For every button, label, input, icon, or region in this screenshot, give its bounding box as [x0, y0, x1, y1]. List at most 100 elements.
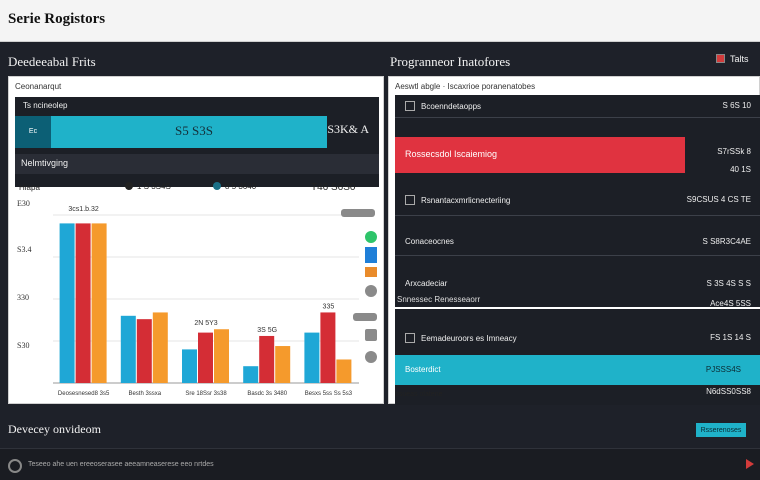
alert-sub-value: 40 1S: [730, 165, 751, 174]
x-tick-label: Basdc 3s 3480: [247, 391, 287, 397]
right-panel-footer: bsueas olatene: [395, 391, 443, 398]
chart-bar[interactable]: [120, 315, 136, 383]
chart-range-slider[interactable]: [341, 209, 375, 217]
chart-bar[interactable]: [259, 335, 275, 383]
section-label: Snnessec Renesseaorr: [397, 295, 481, 304]
left-panel-caption: Ceonanarqut: [15, 82, 62, 91]
divider: [395, 215, 760, 216]
x-tick-label: Sre 18Ssr 3s38: [185, 391, 227, 397]
footer-text: Teseeo ahe uen ereeoserasee aeeamneasere…: [28, 461, 214, 468]
chart-bar[interactable]: [304, 332, 320, 383]
chart-legend: Hiapa 1 S 3S4S 8 5 3640 T46 S6S0: [15, 181, 379, 195]
legend-text-1: 1 S 3S4S: [137, 182, 171, 191]
list-item-value: S9CSUS 4 CS TE: [686, 195, 751, 204]
divider: [395, 117, 760, 118]
chart-bar[interactable]: [243, 366, 259, 383]
list-item-value: S S8R3C4AE: [702, 237, 751, 246]
legend-item-1: 1 S 3S4S: [125, 182, 171, 191]
chart-bar[interactable]: [75, 223, 91, 383]
list-item-value: S 3S 4S S S: [706, 279, 751, 288]
sub-header: Nelmtivging: [15, 154, 379, 174]
alert-bar-label: Rossecsdol Iscaiemiog: [405, 149, 498, 159]
right-section-title: Progranneor Inatofores: [390, 54, 511, 69]
right-panel: Aeswtl abgle · Iscaxrioe poranenatobes B…: [388, 76, 760, 405]
list-item-value: FS 1S 14 S: [710, 333, 751, 342]
divider: [395, 255, 760, 256]
highlight-bar[interactable]: Bosterdict PJSSS4S: [395, 355, 760, 385]
list-item-value: S 6S 10: [722, 101, 751, 110]
list-item-value: N6dSS0SS8: [706, 387, 751, 396]
parameter-list: Bcoenndetaopps S 6S 10 Rossecsdol Iscaie…: [395, 95, 760, 405]
list-item-label: Arxcadeciar: [405, 279, 448, 288]
checkbox-icon[interactable]: [405, 101, 415, 111]
highlight-bar-value: PJSSS4S: [705, 365, 741, 374]
settings-icon[interactable]: [365, 285, 377, 297]
alert-bar[interactable]: Rossecsdol Iscaiemiog: [395, 137, 685, 173]
chart-bar[interactable]: [182, 349, 197, 383]
list-item-label: Rsnantacxmrlicnecteriing: [421, 196, 511, 205]
action-button[interactable]: Rsserenoses: [696, 423, 746, 437]
right-panel-caption: Aeswtl abgle · Iscaxrioe poranenatobes: [395, 82, 536, 91]
highlight-bar-label: Bosterdict: [405, 365, 441, 374]
chart-bar[interactable]: [214, 329, 229, 383]
legend-dot-1: [125, 182, 133, 190]
green-status-icon[interactable]: [365, 231, 377, 243]
y-tick-label: S30: [17, 341, 30, 350]
bar-chart: Deosesnesed8 3s5 Besth 3ssxa 2N 5Y3 Sre 18S…: [13, 195, 379, 401]
checkbox-icon[interactable]: [405, 333, 415, 343]
legend-label: Hiapa: [19, 183, 40, 192]
summary-block: Ts ncineolep Ec S5 S3S S3K& A Nelmtivgin…: [15, 97, 379, 187]
chart-bar[interactable]: [275, 346, 291, 383]
play-icon[interactable]: [746, 459, 754, 469]
summary-right-value: S3K& A: [327, 122, 369, 136]
y-tick-label: 330: [17, 293, 29, 302]
footer-bar: Teseeo ahe uen ereeoserasee aeeamneasere…: [0, 448, 760, 480]
status-circle-icon[interactable]: [8, 459, 22, 473]
chart-bar[interactable]: [336, 359, 352, 383]
legend-item-3: T46 S6S0: [311, 182, 356, 193]
bar-chart-svg: Deosesnesed8 3s5 Besth 3ssxa 2N 5Y3 Sre 18S…: [53, 206, 359, 397]
left-panel: Ceonanarqut Ts ncineolep Ec S5 S3S S3K& …: [8, 76, 384, 404]
y-tick-label: S3.4: [17, 245, 32, 254]
left-section-title: Deedeeabal Frits: [8, 54, 96, 69]
chart-bar[interactable]: [152, 312, 168, 383]
export-icon[interactable]: [365, 329, 377, 341]
list-item-label: Conaceocnes: [405, 237, 454, 246]
chart-bar[interactable]: [91, 223, 107, 383]
summary-bar-icon: Ec: [15, 116, 51, 148]
summary-bar-value: S5 S3S: [175, 123, 213, 138]
x-tick-label: Besxs 5ss Ss 5s3: [305, 391, 353, 397]
summary-bar[interactable]: Ec S5 S3S: [15, 116, 327, 148]
badge-icon[interactable]: [716, 54, 725, 63]
legend-text-2: 8 5 3640: [225, 182, 257, 191]
legend-item-2: 8 5 3640: [213, 182, 256, 191]
bottom-section-title: Devecey onvideom: [8, 422, 101, 436]
chart-bar[interactable]: [59, 223, 75, 383]
data-label: 3cs1.b.32: [68, 206, 98, 213]
legend-dot-2: [213, 182, 221, 190]
alert-value: S7rSSk 8: [717, 147, 751, 156]
refresh-icon[interactable]: [365, 351, 377, 363]
app-title: Serie Rogistors: [8, 11, 106, 27]
list-item-value: Ace4S 5SS: [710, 299, 751, 308]
title-bar: Serie Rogistors: [0, 0, 760, 42]
badge-label: Talts: [730, 54, 749, 64]
divider: [395, 307, 760, 309]
chart-bar[interactable]: [136, 319, 152, 383]
x-tick-label: Besth 3ssxa: [128, 391, 161, 397]
y-tick-label: E30: [17, 199, 30, 208]
list-item-label: Bcoenndetaopps: [421, 102, 482, 111]
blue-filter-icon[interactable]: [365, 247, 377, 263]
sub-header-label: Nelmtivging: [21, 158, 69, 168]
zoom-control[interactable]: [353, 313, 377, 321]
x-tick-label: Deosesnesed8 3s5: [58, 391, 110, 397]
list-item-label: Eemadeuroors es Imneacy: [421, 334, 517, 343]
chart-bar[interactable]: [320, 312, 336, 383]
data-label: 2N 5Y3: [194, 320, 217, 327]
orange-filter-icon[interactable]: [365, 267, 377, 277]
chart-bar[interactable]: [198, 332, 213, 383]
data-label: 3S 5G: [257, 327, 277, 334]
summary-header: Ts ncineolep: [23, 101, 68, 110]
data-label: 335: [323, 303, 335, 310]
checkbox-icon[interactable]: [405, 195, 415, 205]
